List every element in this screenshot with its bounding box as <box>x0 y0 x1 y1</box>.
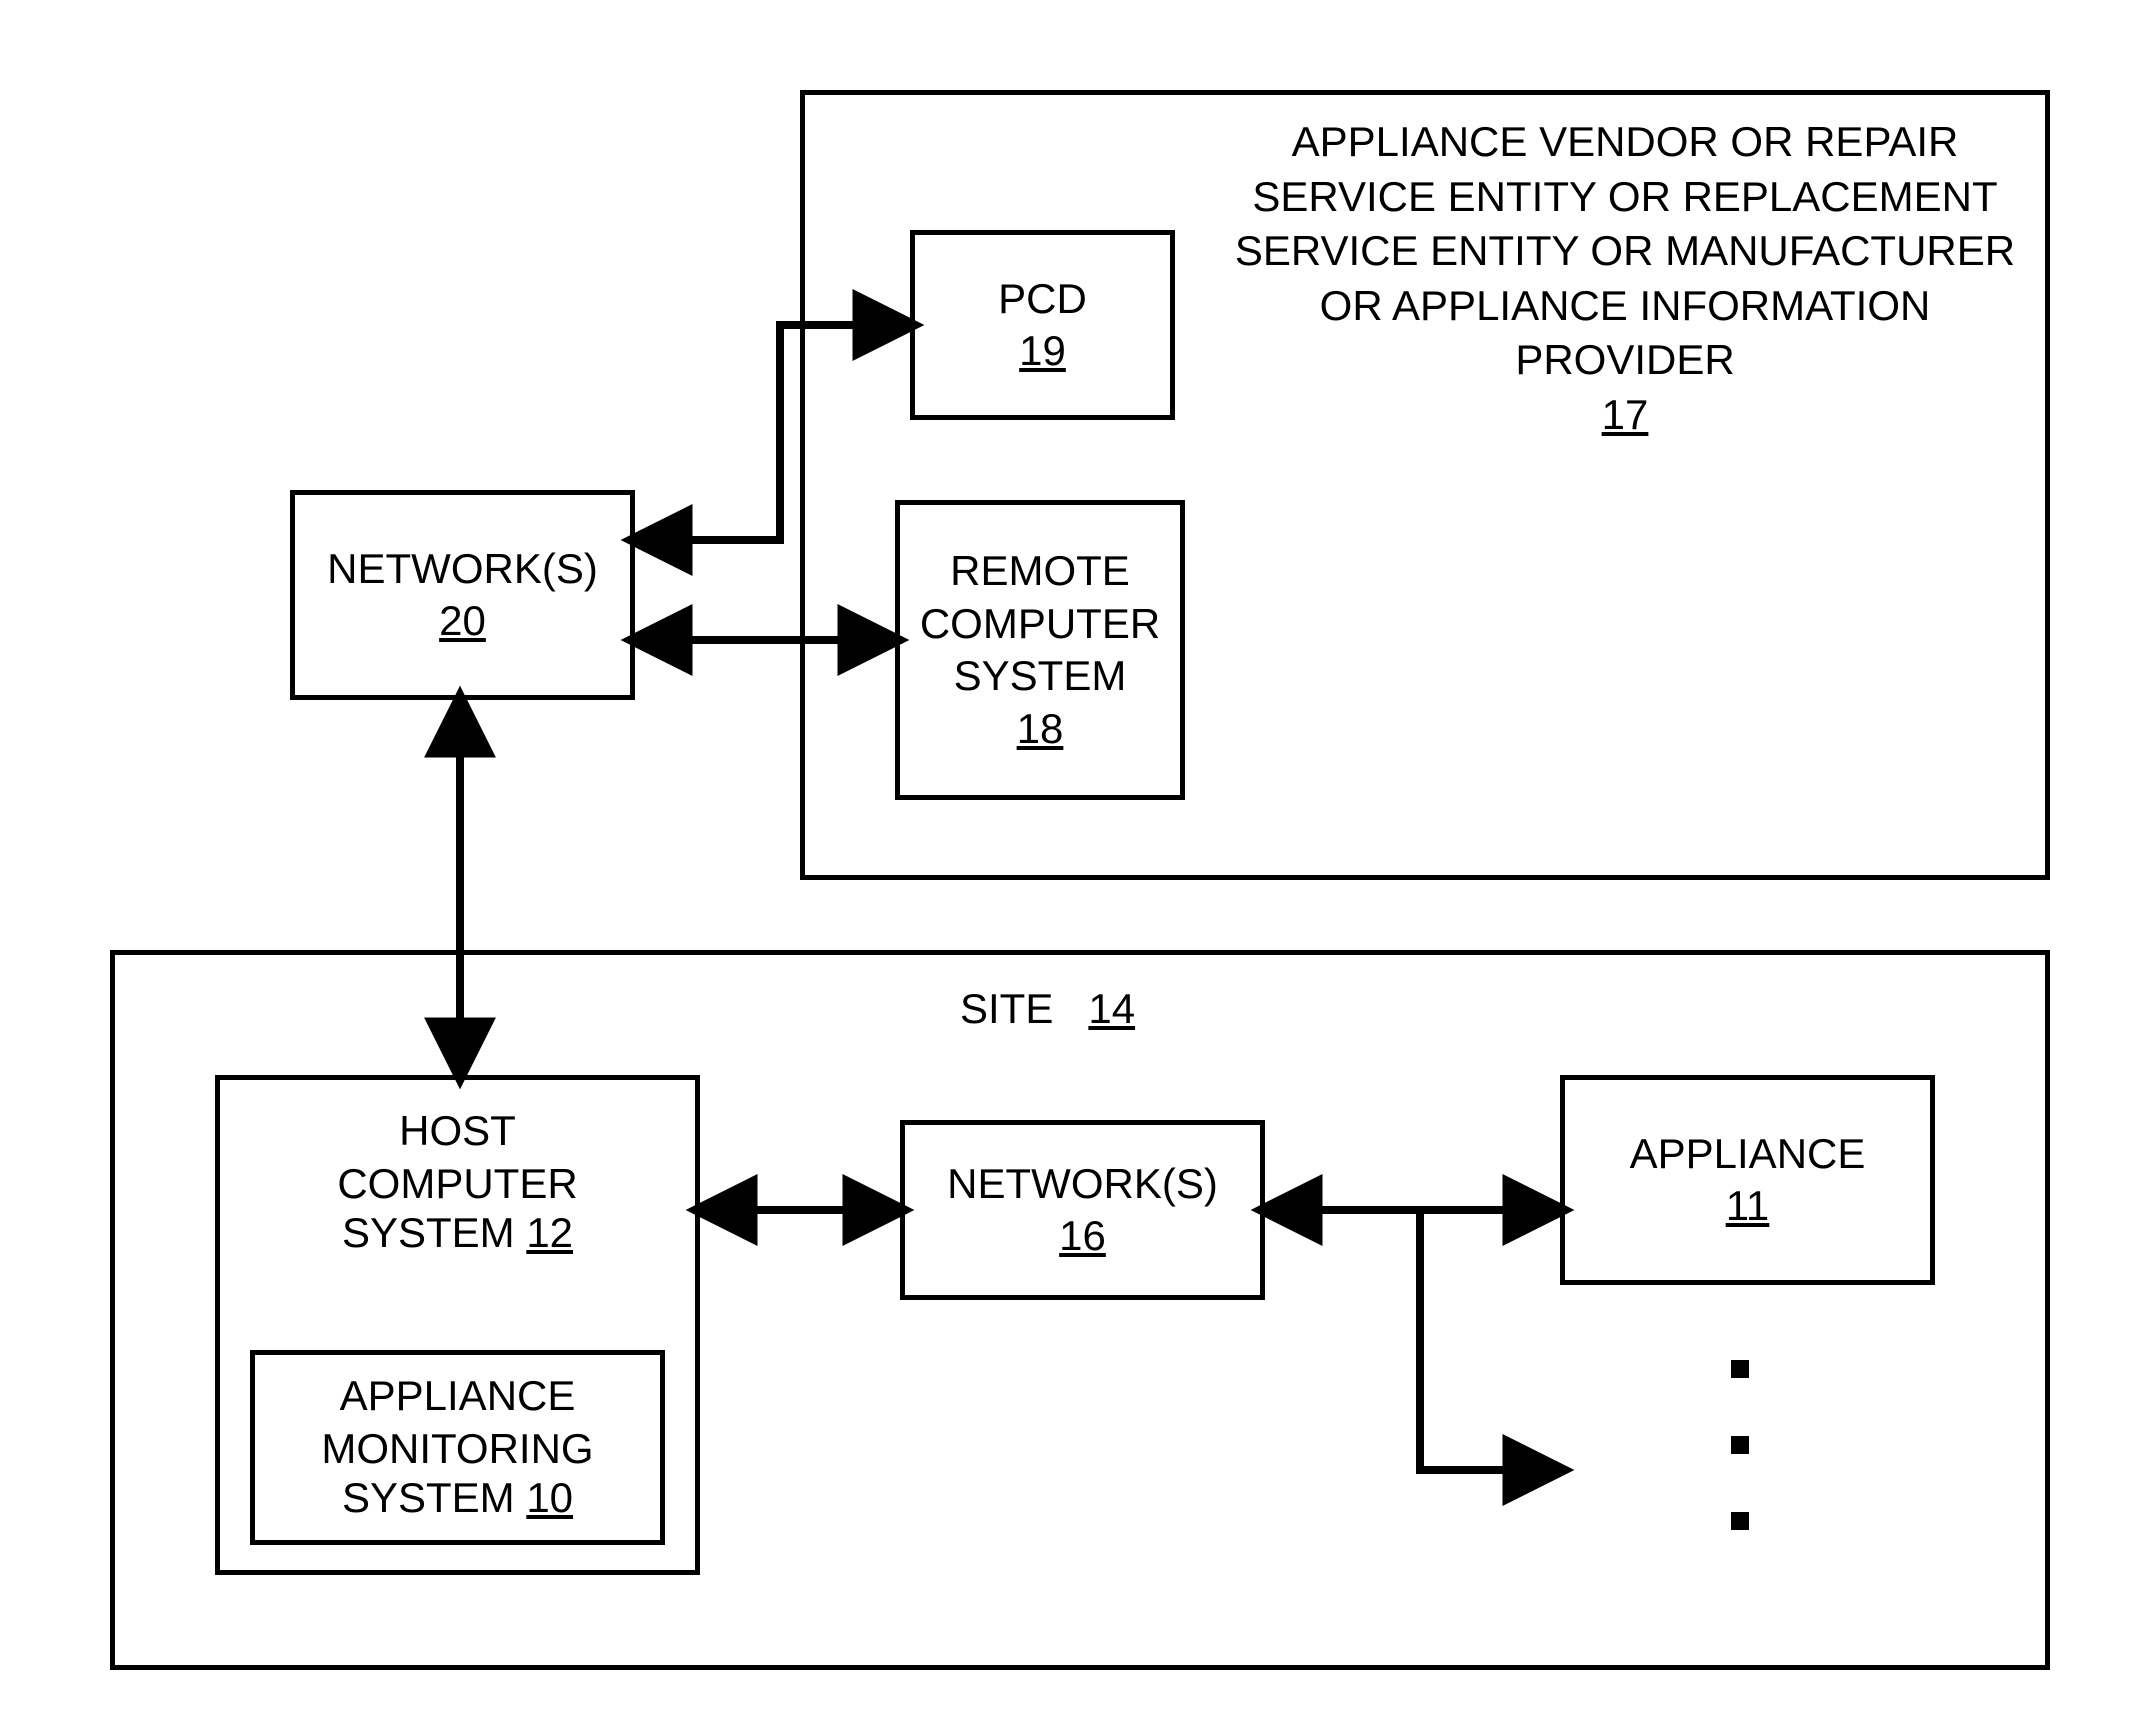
remote-ref: 18 <box>1017 703 1064 756</box>
pcd-ref: 19 <box>1019 325 1066 378</box>
node-remote-computer-system: REMOTE COMPUTER SYSTEM 18 <box>895 500 1185 800</box>
host-ref: 12 <box>526 1209 573 1256</box>
networks-ext-ref: 20 <box>439 595 486 648</box>
ams-label: APPLIANCE MONITORING <box>321 1370 593 1475</box>
site-title: SITE 14 <box>960 985 1135 1033</box>
site-title-label: SITE <box>960 985 1053 1032</box>
networks-ext-label: NETWORK(S) <box>327 543 598 596</box>
vendor-entity-text: APPLIANCE VENDOR OR REPAIR SERVICE ENTIT… <box>1225 115 2025 443</box>
node-networks-external: NETWORK(S) 20 <box>290 490 635 700</box>
networks-int-ref: 16 <box>1059 1210 1106 1263</box>
pcd-label: PCD <box>998 273 1087 326</box>
host-label: HOST COMPUTER <box>337 1105 577 1210</box>
node-appliance: APPLIANCE 11 <box>1560 1075 1935 1285</box>
node-pcd: PCD 19 <box>910 230 1175 420</box>
dot <box>1731 1436 1749 1454</box>
ams-ref: 10 <box>526 1474 573 1521</box>
appliance-label: APPLIANCE <box>1630 1128 1866 1181</box>
dot <box>1731 1512 1749 1530</box>
networks-int-label: NETWORK(S) <box>947 1158 1218 1211</box>
node-networks-internal: NETWORK(S) 16 <box>900 1120 1265 1300</box>
vendor-text-body: APPLIANCE VENDOR OR REPAIR SERVICE ENTIT… <box>1235 118 2015 383</box>
ams-system-word: SYSTEM <box>342 1474 526 1521</box>
dot <box>1731 1360 1749 1378</box>
host-system-word: SYSTEM <box>342 1209 526 1256</box>
vendor-ref: 17 <box>1602 391 1649 438</box>
node-appliance-monitoring-system: APPLIANCE MONITORING SYSTEM 10 <box>250 1350 665 1545</box>
ellipsis-dots <box>1731 1360 1749 1530</box>
appliance-ref: 11 <box>1726 1180 1770 1233</box>
remote-label: REMOTE COMPUTER SYSTEM <box>920 545 1160 703</box>
site-title-ref: 14 <box>1088 985 1135 1032</box>
